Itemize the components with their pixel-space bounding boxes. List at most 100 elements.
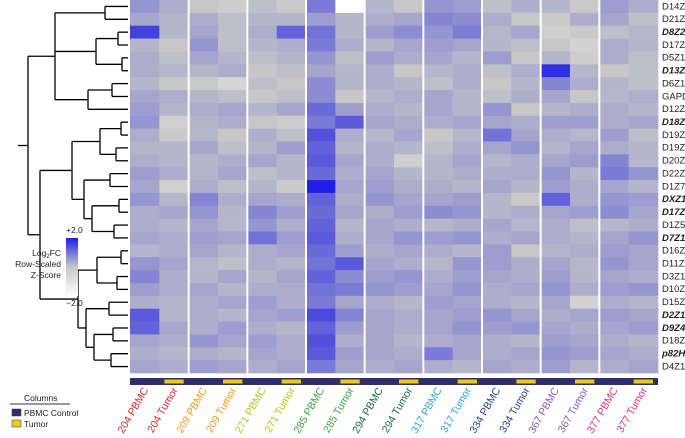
heatmap-cell [335, 282, 365, 297]
heatmap-cell [599, 115, 629, 129]
heatmap-cell [276, 38, 307, 52]
heatmap-cell [159, 321, 189, 335]
heatmap-cell [394, 308, 424, 322]
heatmap-cell [335, 205, 365, 219]
heatmap-cell [511, 38, 541, 52]
heatmap-cell [628, 257, 659, 271]
heatmap-cell [159, 128, 189, 142]
heatmap-cell [218, 295, 248, 309]
heatmap-cell [130, 347, 160, 361]
heatmap-cell [218, 270, 248, 284]
heatmap-cell [570, 38, 600, 52]
heatmap-cell [188, 334, 219, 348]
row-label: D16Z2 [662, 246, 685, 257]
heatmap-cell [218, 102, 248, 117]
heatmap-cell [628, 64, 659, 78]
heatmap-cell [482, 90, 512, 104]
heatmap-cell [306, 12, 336, 27]
heatmap-cell [570, 141, 600, 155]
heatmap-cell [188, 231, 219, 245]
heatmap-cell [306, 270, 336, 284]
heatmap-cell [276, 154, 307, 168]
heatmap-cell [188, 167, 219, 181]
heatmap-cell [335, 90, 365, 104]
heatmap-cell [570, 347, 600, 361]
heatmap-cell [482, 38, 512, 52]
group-bar-tumor-mark [399, 379, 419, 384]
heatmap-cell [306, 321, 336, 335]
heatmap-cell [599, 38, 629, 52]
heatmap-cell [276, 205, 307, 219]
heatmap-cell [570, 0, 600, 14]
heatmap-cell [188, 295, 219, 309]
heatmap-cell [130, 115, 160, 129]
heatmap-cell [247, 192, 277, 207]
heatmap-cell [540, 192, 571, 207]
heatmap-cell [306, 257, 336, 271]
group-bar-background [130, 378, 658, 385]
legend-swatch-tumor [11, 419, 22, 428]
heatmap-cell [628, 218, 659, 232]
heatmap-cell [364, 205, 395, 219]
heatmap-cell [482, 154, 512, 168]
heatmap-cell [452, 231, 483, 245]
heatmap-cell [218, 180, 248, 194]
heatmap-cell [335, 347, 365, 361]
heatmap-cell [306, 51, 336, 65]
heatmap-cell [628, 115, 659, 129]
heatmap-cell [188, 257, 219, 271]
heatmap-cell [540, 218, 571, 232]
heatmap-cell [276, 360, 307, 374]
heatmap-cell [130, 334, 160, 348]
heatmap-cell [511, 257, 541, 271]
heatmap-cell [188, 270, 219, 284]
heatmap-cell [218, 51, 248, 65]
heatmap-cell [130, 282, 160, 297]
heatmap-cell [188, 180, 219, 194]
heatmap-cell [364, 321, 395, 335]
heatmap-cell [306, 77, 336, 91]
heatmap-cell [482, 180, 512, 194]
heatmap-cell [364, 25, 395, 39]
heatmap-cell [335, 360, 365, 374]
heatmap-cell [159, 347, 189, 361]
heatmap-cell [364, 270, 395, 284]
heatmap-cell [247, 244, 277, 258]
heatmap-cell [540, 51, 571, 65]
heatmap-cell [276, 308, 307, 322]
row-label: D13Z1* [662, 66, 685, 77]
heatmap-cell [188, 154, 219, 168]
heatmap-cell [218, 0, 248, 14]
heatmap-cell [276, 64, 307, 78]
heatmap-cell [452, 244, 483, 258]
heatmap-cell [276, 192, 307, 207]
heatmap-cell [628, 347, 659, 361]
heatmap-cell [188, 141, 219, 155]
row-label: D1Z7/D5Z2 [662, 181, 685, 192]
heatmap-cell [423, 257, 453, 271]
heatmap-cell [452, 25, 483, 39]
heatmap-cell [599, 244, 629, 258]
heatmap-cell [540, 38, 571, 52]
heatmap-cell [247, 154, 277, 168]
heatmap-cell [482, 205, 512, 219]
heatmap-cell [599, 12, 629, 27]
heatmap-cell [335, 334, 365, 348]
heatmap-cell [423, 347, 453, 361]
heatmap-cell [394, 231, 424, 245]
heatmap-cell [306, 218, 336, 232]
heatmap-cell [159, 257, 189, 271]
heatmap-cell [482, 115, 512, 129]
heatmap-cell [482, 192, 512, 207]
heatmap-cell [628, 180, 659, 194]
heatmap-cell [247, 205, 277, 219]
row-label: GAPDH [662, 91, 685, 102]
heatmap-cell [306, 102, 336, 117]
heatmap-cell [511, 77, 541, 91]
heatmap-cell [218, 128, 248, 142]
heatmap-cell [218, 115, 248, 129]
heatmap-cell [570, 192, 600, 207]
heatmap-cell [540, 282, 571, 297]
heatmap-cell [482, 167, 512, 181]
group-bar-tumor-mark [281, 379, 301, 384]
